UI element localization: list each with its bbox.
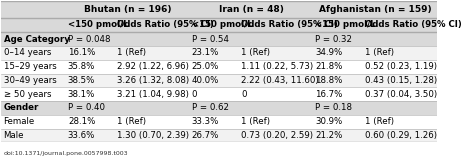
Text: 2.92 (1.22, 6.96): 2.92 (1.22, 6.96) xyxy=(118,62,189,71)
Text: 33.3%: 33.3% xyxy=(191,117,219,126)
Text: Odds Ratio (95% CI): Odds Ratio (95% CI) xyxy=(118,20,214,29)
Text: 18.8%: 18.8% xyxy=(315,76,343,85)
Text: Female: Female xyxy=(4,117,35,126)
Text: <150 pmol/L: <150 pmol/L xyxy=(191,20,252,29)
Text: P = 0.048: P = 0.048 xyxy=(68,35,110,44)
Text: <150 pmol/L: <150 pmol/L xyxy=(68,20,128,29)
Text: 1 (Ref): 1 (Ref) xyxy=(241,117,270,126)
Bar xyxy=(1,101,437,115)
Bar xyxy=(1,74,437,87)
Text: 1.30 (0.70, 2.39): 1.30 (0.70, 2.39) xyxy=(118,131,189,140)
Bar xyxy=(1,115,437,129)
Text: P = 0.62: P = 0.62 xyxy=(191,103,228,112)
Bar xyxy=(1,46,437,60)
Text: P = 0.32: P = 0.32 xyxy=(315,35,352,44)
Text: 1 (Ref): 1 (Ref) xyxy=(241,48,270,57)
Text: 15–29 years: 15–29 years xyxy=(4,62,56,71)
Text: Male: Male xyxy=(4,131,24,140)
Text: 38.5%: 38.5% xyxy=(68,76,95,85)
Text: 21.2%: 21.2% xyxy=(315,131,343,140)
Text: 3.21 (1.04, 9.98): 3.21 (1.04, 9.98) xyxy=(118,90,189,99)
Text: 23.1%: 23.1% xyxy=(191,48,219,57)
Text: 0.43 (0.15, 1.28): 0.43 (0.15, 1.28) xyxy=(365,76,437,85)
Bar xyxy=(1,1,437,17)
Text: <150 pmol/L: <150 pmol/L xyxy=(315,20,376,29)
Text: P = 0.54: P = 0.54 xyxy=(191,35,228,44)
Text: 28.1%: 28.1% xyxy=(68,117,95,126)
Text: ≥ 50 years: ≥ 50 years xyxy=(4,90,51,99)
Text: Afghanistan (n = 159): Afghanistan (n = 159) xyxy=(319,5,431,14)
Text: Iran (n = 48): Iran (n = 48) xyxy=(219,5,283,14)
Text: 0.52 (0.23, 1.19): 0.52 (0.23, 1.19) xyxy=(365,62,437,71)
Text: Odds Ratio (95% CI): Odds Ratio (95% CI) xyxy=(365,20,461,29)
Text: 1 (Ref): 1 (Ref) xyxy=(118,48,146,57)
Bar xyxy=(1,32,437,46)
Text: Gender: Gender xyxy=(4,103,39,112)
Text: 1 (Ref): 1 (Ref) xyxy=(365,117,393,126)
Text: P = 0.40: P = 0.40 xyxy=(68,103,105,112)
Bar xyxy=(1,87,437,101)
Text: 33.6%: 33.6% xyxy=(68,131,95,140)
Text: 16.7%: 16.7% xyxy=(315,90,343,99)
Text: 1 (Ref): 1 (Ref) xyxy=(365,48,393,57)
Text: 0.37 (0.04, 3.50): 0.37 (0.04, 3.50) xyxy=(365,90,437,99)
Text: 30.9%: 30.9% xyxy=(315,117,342,126)
Bar xyxy=(1,129,437,142)
Bar xyxy=(1,17,437,32)
Text: doi:10.1371/journal.pone.0057998.t003: doi:10.1371/journal.pone.0057998.t003 xyxy=(4,151,128,156)
Text: 35.8%: 35.8% xyxy=(68,62,95,71)
Text: 16.1%: 16.1% xyxy=(68,48,95,57)
Bar xyxy=(1,60,437,74)
Text: 40.0%: 40.0% xyxy=(191,76,219,85)
Text: 2.22 (0.43, 11.60): 2.22 (0.43, 11.60) xyxy=(241,76,319,85)
Text: 0–14 years: 0–14 years xyxy=(4,48,51,57)
Text: 0: 0 xyxy=(191,90,197,99)
Text: 30–49 years: 30–49 years xyxy=(4,76,56,85)
Text: Age Category: Age Category xyxy=(4,35,69,44)
Text: 26.7%: 26.7% xyxy=(191,131,219,140)
Text: 0: 0 xyxy=(241,90,246,99)
Text: 1.11 (0.22, 5.73): 1.11 (0.22, 5.73) xyxy=(241,62,313,71)
Text: 0.73 (0.20, 2.59): 0.73 (0.20, 2.59) xyxy=(241,131,313,140)
Text: 34.9%: 34.9% xyxy=(315,48,342,57)
Text: P = 0.18: P = 0.18 xyxy=(315,103,352,112)
Text: 0.60 (0.29, 1.26): 0.60 (0.29, 1.26) xyxy=(365,131,437,140)
Text: Odds Ratio (95% CI): Odds Ratio (95% CI) xyxy=(241,20,338,29)
Text: 25.0%: 25.0% xyxy=(191,62,219,71)
Text: 3.26 (1.32, 8.08): 3.26 (1.32, 8.08) xyxy=(118,76,190,85)
Text: 21.8%: 21.8% xyxy=(315,62,343,71)
Text: 38.1%: 38.1% xyxy=(68,90,95,99)
Text: Bhutan (n = 196): Bhutan (n = 196) xyxy=(84,5,171,14)
Text: 1 (Ref): 1 (Ref) xyxy=(118,117,146,126)
